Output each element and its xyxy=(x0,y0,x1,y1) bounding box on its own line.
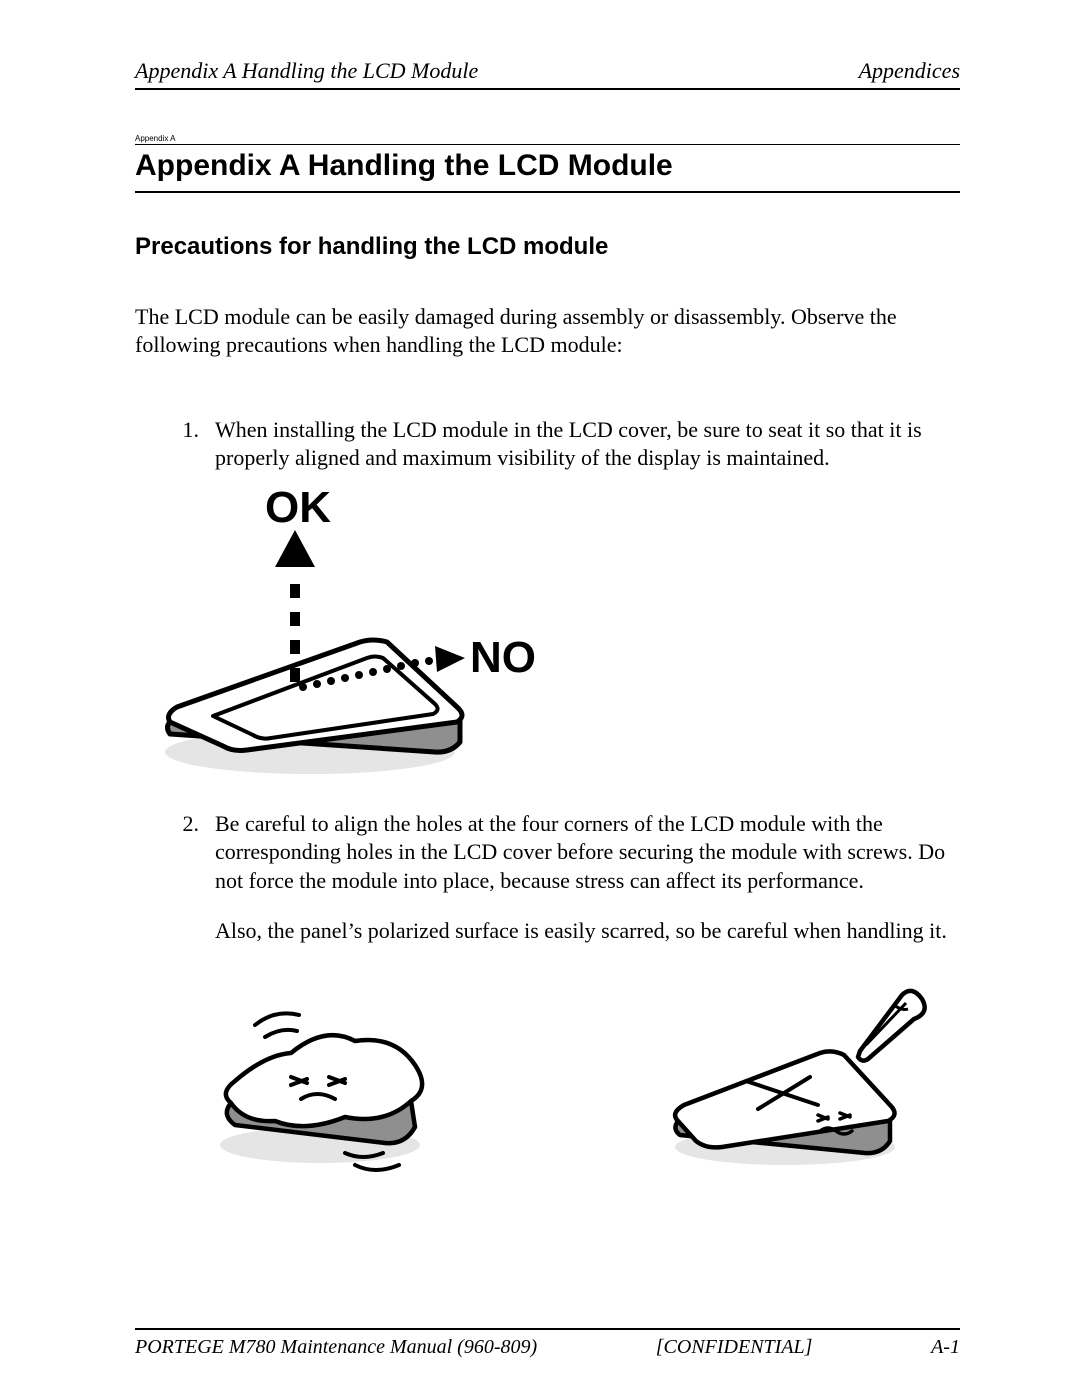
small-header-label: Appendix A xyxy=(135,134,960,145)
footer-right: A-1 xyxy=(931,1336,960,1359)
page-title: Appendix A Handling the LCD Module xyxy=(135,145,960,193)
list-text-extra: Also, the panel’s polarized surface is e… xyxy=(215,917,960,945)
no-label: NO xyxy=(470,633,536,682)
page-footer: PORTEGE M780 Maintenance Manual (960-809… xyxy=(135,1328,960,1359)
list-text: When installing the LCD module in the LC… xyxy=(215,416,960,472)
figure-ok-no: OK NO xyxy=(135,482,960,792)
list-number: 2. xyxy=(135,810,215,945)
running-header-left: Appendix A Handling the LCD Module xyxy=(135,58,478,84)
list-item: 2. Be careful to align the holes at the … xyxy=(135,810,960,945)
precautions-list: 1. When installing the LCD module in the… xyxy=(135,416,960,1185)
footer-left: PORTEGE M780 Maintenance Manual (960-809… xyxy=(135,1336,537,1359)
running-header: Appendix A Handling the LCD Module Appen… xyxy=(135,58,960,90)
list-number: 1. xyxy=(135,416,215,472)
page-subtitle: Precautions for handling the LCD module xyxy=(135,233,960,261)
running-header-right: Appendices xyxy=(859,58,960,84)
list-item: 1. When installing the LCD module in the… xyxy=(135,416,960,472)
footer-center: [CONFIDENTIAL] xyxy=(656,1336,813,1359)
squeezed-panel-icon xyxy=(195,985,445,1185)
scratched-panel-icon xyxy=(650,985,930,1185)
intro-paragraph: The LCD module can be easily damaged dur… xyxy=(135,303,960,358)
figure-damage-pair xyxy=(135,985,960,1185)
ok-no-diagram-icon: OK NO xyxy=(135,482,565,792)
ok-label: OK xyxy=(265,483,331,532)
page: Appendix A Handling the LCD Module Appen… xyxy=(0,0,1080,1397)
list-text: Be careful to align the holes at the fou… xyxy=(215,810,960,894)
